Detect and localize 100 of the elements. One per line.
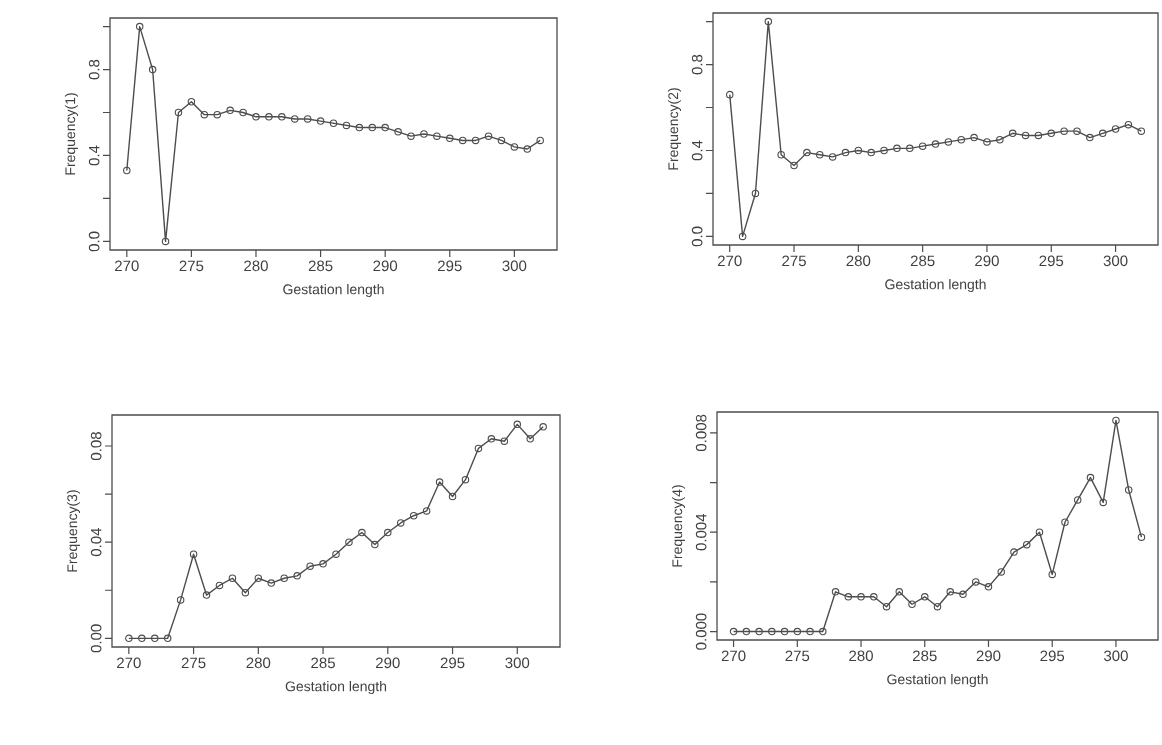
point [278,113,286,121]
point [239,108,247,117]
point [1047,129,1056,138]
y-tick-label: 0.08 [90,432,102,461]
point [819,627,827,636]
point [1021,131,1030,140]
point [265,113,273,121]
point [831,588,840,596]
point [882,602,891,611]
point [1073,127,1081,135]
point [867,148,875,157]
y-tick-label: 0.8 [691,54,703,75]
x-tick-label: 290 [373,260,398,272]
point [176,596,185,604]
point [163,634,172,643]
point [751,189,760,198]
point [526,435,534,443]
point [138,634,146,643]
point [355,123,364,132]
point [906,144,914,153]
point [997,568,1005,576]
x-tick-label: 300 [505,657,530,669]
point [780,627,789,636]
point [319,560,327,568]
point [123,166,131,175]
x-tick-label: 270 [117,657,141,669]
y-tick-label: 0.00 [90,624,102,653]
point [970,133,978,142]
point [1010,548,1018,556]
point [536,136,544,145]
y-tick-label: 0.0 [88,231,100,252]
x-tick-label: 300 [502,260,527,272]
point [729,627,738,636]
point [316,117,325,125]
point [1022,540,1031,549]
point [725,90,734,99]
point [484,132,493,140]
point [895,588,904,596]
point [202,591,211,599]
point [959,590,967,599]
point [1034,131,1043,140]
point [267,579,276,587]
point [448,492,457,501]
point [523,145,532,153]
point [972,578,980,586]
point [306,562,314,570]
x-tick-label: 285 [308,260,333,272]
point [1098,129,1107,138]
point [461,475,470,484]
point [368,123,377,132]
point [1086,133,1094,142]
y-axis-title: Frequency(1) [64,93,78,175]
point [768,627,776,636]
point [854,146,863,155]
point [755,627,763,636]
x-tick-label: 275 [785,650,810,662]
point [213,110,221,119]
x-axis-title: Gestation length [885,279,986,293]
point [200,110,209,119]
point [422,507,431,515]
point [828,153,837,161]
x-tick-label: 280 [846,255,871,267]
point [474,444,483,453]
x-tick-label: 300 [1104,650,1128,662]
point [189,550,198,558]
point [918,142,927,150]
point [803,148,811,157]
point [497,136,506,145]
y-tick-label: 0.04 [90,528,102,557]
point [870,593,878,601]
x-tick-label: 280 [244,260,268,272]
point [381,123,389,132]
point [407,132,415,140]
x-tick-label: 290 [976,650,1001,662]
x-axis-title: Gestation length [285,681,387,695]
point [738,232,747,241]
point [409,511,418,520]
x-tick-label: 285 [913,650,937,662]
point [254,574,263,582]
point [135,22,144,31]
point [303,115,312,123]
x-tick-label: 280 [849,650,873,662]
point [1073,496,1082,504]
x-tick-label: 285 [311,657,335,669]
point [893,144,901,153]
point [345,538,353,546]
y-tick-label: 0.000 [695,613,707,650]
point [148,65,157,74]
point [125,634,133,643]
point [384,528,392,537]
point [394,128,402,136]
point [1035,528,1044,536]
point [908,600,916,608]
y-axis-title: Frequency(3) [66,490,80,572]
x-tick-label: 275 [181,657,206,669]
point [150,634,159,643]
point [371,540,379,549]
point [764,17,773,26]
point [841,148,850,157]
point [500,437,509,445]
